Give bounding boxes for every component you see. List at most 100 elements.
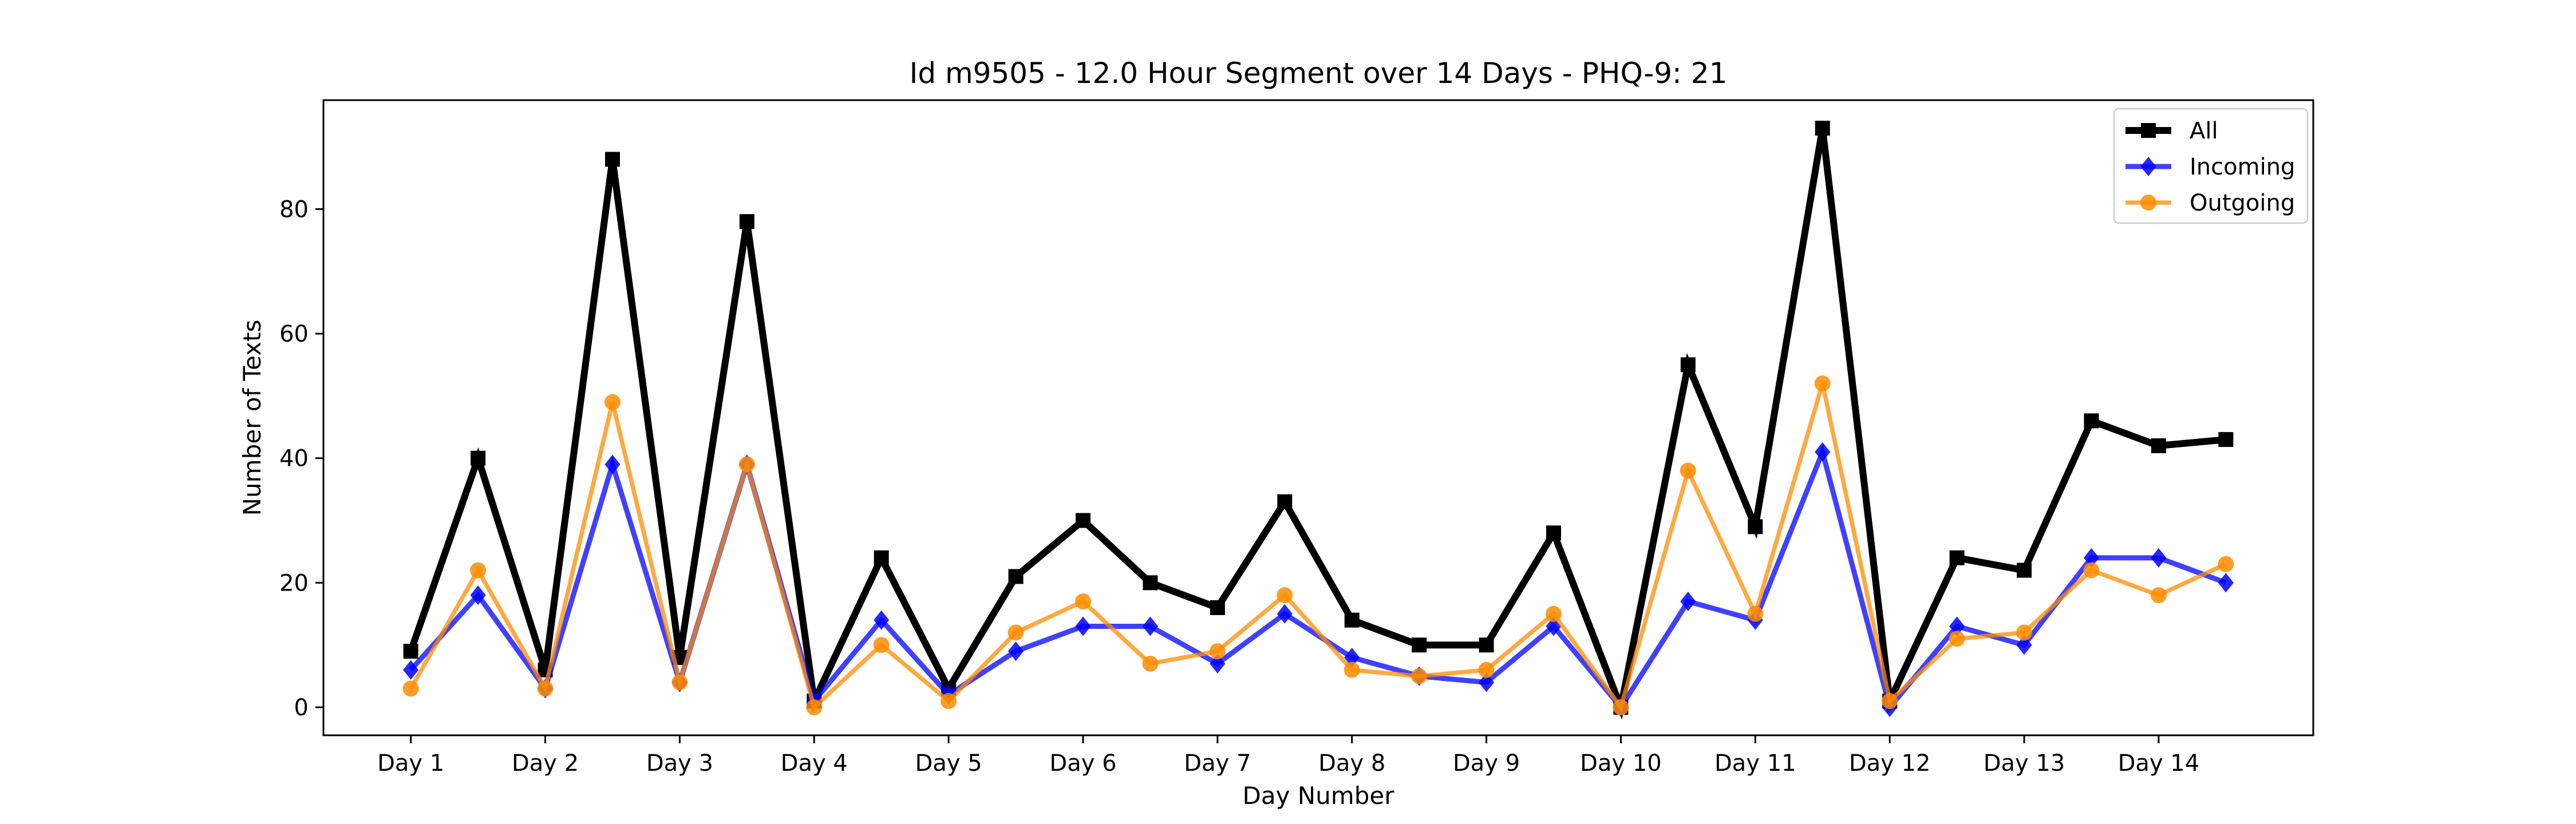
legend-marker-all xyxy=(2141,123,2156,138)
data-point-outgoing xyxy=(1344,661,1360,678)
data-point-outgoing xyxy=(1814,375,1831,392)
x-tick-label: Day 1 xyxy=(377,750,444,777)
data-point-outgoing xyxy=(1478,661,1495,678)
data-point-outgoing xyxy=(1882,693,1898,710)
legend-label-outgoing: Outgoing xyxy=(2190,190,2295,216)
data-point-all xyxy=(2017,562,2032,578)
legend-entry-all: All xyxy=(2125,118,2218,144)
x-tick-label: Day 3 xyxy=(646,750,713,777)
data-point-outgoing xyxy=(1142,655,1159,672)
data-point-all xyxy=(1949,550,1965,565)
data-point-all xyxy=(2151,438,2166,453)
plot-series xyxy=(402,120,2234,720)
data-point-incoming xyxy=(1344,647,1360,667)
data-point-all xyxy=(874,550,889,565)
legend-entry-outgoing: Outgoing xyxy=(2125,190,2295,216)
data-point-all xyxy=(1143,575,1158,591)
data-point-all xyxy=(1680,357,1696,373)
data-point-outgoing xyxy=(671,674,688,691)
data-point-incoming xyxy=(1142,616,1159,636)
chart-title: Id m9505 - 12.0 Hour Segment over 14 Day… xyxy=(910,57,1728,90)
data-point-all xyxy=(471,450,486,466)
data-point-incoming xyxy=(1949,616,1965,636)
y-tick-label: 80 xyxy=(279,196,309,223)
data-point-incoming xyxy=(2016,635,2032,655)
data-point-all xyxy=(1748,519,1763,534)
data-point-outgoing xyxy=(402,680,419,697)
legend-box xyxy=(2113,108,2309,224)
data-point-all xyxy=(1815,120,1830,136)
y-axis-ticks: 0 20 40 60 80 xyxy=(279,196,323,721)
data-point-all xyxy=(1344,612,1360,628)
data-point-incoming xyxy=(470,585,486,605)
data-point-outgoing xyxy=(1277,587,1293,604)
data-point-outgoing xyxy=(1949,631,1965,647)
legend-marker-outgoing xyxy=(2140,195,2156,211)
data-point-incoming xyxy=(1815,442,1831,462)
data-point-incoming xyxy=(1210,653,1226,674)
legend: All Incoming Outgoing xyxy=(2113,108,2309,224)
x-tick-label: Day 2 xyxy=(512,750,579,777)
x-tick-label: Day 13 xyxy=(1984,750,2065,777)
data-point-all xyxy=(1479,637,1494,653)
data-point-all xyxy=(739,214,754,229)
legend-label-all: All xyxy=(2190,118,2218,144)
x-tick-label: Day 14 xyxy=(2118,750,2200,777)
y-axis-label: Number of Texts xyxy=(238,320,266,516)
data-point-all xyxy=(1008,569,1024,584)
data-point-all xyxy=(1277,494,1293,509)
data-point-outgoing xyxy=(1008,624,1024,641)
x-tick-label: Day 8 xyxy=(1318,750,1385,777)
data-point-outgoing xyxy=(1074,593,1091,610)
x-axis-label: Day Number xyxy=(1242,782,1394,810)
x-tick-label: Day 4 xyxy=(781,750,848,777)
legend-marker-incoming xyxy=(2140,157,2156,176)
data-point-incoming xyxy=(1008,641,1024,661)
x-tick-label: Day 7 xyxy=(1184,750,1251,777)
data-point-outgoing xyxy=(806,699,823,716)
y-tick-label: 40 xyxy=(279,446,309,472)
data-point-incoming xyxy=(605,454,621,474)
data-point-incoming xyxy=(1277,604,1293,624)
data-point-outgoing xyxy=(1747,605,1764,622)
x-axis-ticks: Day 1 Day 2 Day 3 Day 4 Day 5 Day 6 Day 7 Day 8… xyxy=(377,735,2199,777)
x-tick-label: Day 5 xyxy=(915,750,982,777)
data-point-incoming xyxy=(1680,592,1696,612)
data-point-incoming xyxy=(1075,616,1091,636)
data-point-incoming xyxy=(874,610,890,630)
plot-frame xyxy=(322,99,2314,736)
series-line-outgoing xyxy=(409,383,2227,712)
data-point-outgoing xyxy=(2016,624,2033,641)
data-point-outgoing xyxy=(2150,587,2167,604)
x-tick-label: Day 6 xyxy=(1049,750,1116,777)
data-point-outgoing xyxy=(1613,699,1629,716)
data-point-all xyxy=(1546,525,1562,541)
y-tick-label: 0 xyxy=(294,695,309,721)
data-point-outgoing xyxy=(738,456,755,473)
data-point-outgoing xyxy=(604,394,621,410)
x-tick-label: Day 9 xyxy=(1453,750,1520,777)
data-point-outgoing xyxy=(1411,668,1428,684)
data-point-outgoing xyxy=(470,562,487,579)
data-point-all xyxy=(2084,413,2099,429)
legend-entry-incoming: Incoming xyxy=(2125,154,2295,180)
data-point-incoming xyxy=(2151,548,2167,568)
data-point-outgoing xyxy=(1209,643,1226,660)
data-point-incoming xyxy=(1478,672,1495,692)
y-tick-label: 20 xyxy=(279,570,309,596)
data-point-all xyxy=(1210,600,1225,615)
data-point-all xyxy=(1075,513,1091,528)
series-outgoing xyxy=(402,375,2234,716)
x-tick-label: Day 12 xyxy=(1849,750,1931,777)
data-point-outgoing xyxy=(537,680,554,697)
data-point-all xyxy=(2218,432,2234,447)
data-point-outgoing xyxy=(1680,462,1696,479)
data-point-incoming xyxy=(2218,573,2234,593)
data-point-all xyxy=(1412,637,1427,653)
series-line-all xyxy=(407,127,2226,720)
data-point-outgoing xyxy=(2083,562,2100,579)
x-tick-label: Day 10 xyxy=(1580,750,1662,777)
x-tick-label: Day 11 xyxy=(1714,750,1796,777)
data-point-incoming xyxy=(2083,548,2100,568)
